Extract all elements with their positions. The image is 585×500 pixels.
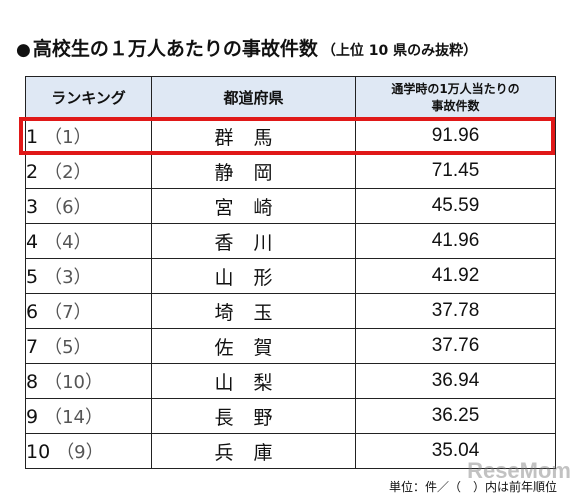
rank-number: 4 (26, 231, 39, 253)
rate-cell: 91.96 (355, 118, 556, 154)
rank-number: 7 (26, 336, 39, 358)
page-title: ● 高校生の１万人あたりの事故件数 （上位 10 県のみ抜粋） (16, 36, 477, 64)
rank-number: 2 (26, 161, 39, 183)
bullet-icon: ● (16, 40, 31, 60)
table-row: 5 （3） 山形 41.92 (25, 258, 556, 294)
previous-rank: （5） (44, 337, 92, 358)
ranking-table: ランキング 都道府県 通学時の1万人当たりの 事故件数 1 （1） 群馬 91.96 2… (25, 76, 556, 469)
previous-rank: （4） (44, 232, 92, 253)
previous-rank: （6） (44, 197, 92, 218)
rank-cell: 8 （10） (25, 363, 152, 399)
rank-cell: 3 （6） (25, 188, 152, 224)
table-body: 1 （1） 群馬 91.96 2 （2） 静岡 71.45 3 （6） 宮崎 45.59 4 （4） 香川 4… (25, 118, 556, 469)
watermark-logo: ReseMom (467, 458, 571, 483)
rate-cell: 45.59 (355, 188, 556, 224)
rate-cell: 37.78 (355, 293, 556, 329)
rank-cell: 9 （14） (25, 398, 152, 434)
previous-rank: （2） (44, 162, 92, 183)
rate-cell: 71.45 (355, 153, 556, 189)
previous-rank: （3） (44, 267, 92, 288)
prefecture-cell: 佐賀 (151, 328, 356, 364)
table-row: 7 （5） 佐賀 37.76 (25, 328, 556, 364)
previous-rank: （14） (44, 407, 103, 428)
rate-cell: 36.25 (355, 398, 556, 434)
rank-number: 9 (26, 406, 39, 428)
rank-number: 10 (26, 441, 51, 463)
prefecture-cell: 宮崎 (151, 188, 356, 224)
rate-cell: 36.94 (355, 363, 556, 399)
header-rate: 通学時の1万人当たりの 事故件数 (355, 76, 556, 119)
table-row: 10 （9） 兵庫 35.04 (25, 433, 556, 469)
rate-cell: 35.04 (355, 433, 556, 469)
rank-number: 1 (26, 126, 39, 148)
rank-number: 6 (26, 301, 39, 323)
rank-number: 3 (26, 196, 39, 218)
prefecture-cell: 長野 (151, 398, 356, 434)
previous-rank: （9） (56, 442, 104, 463)
prefecture-cell: 埼玉 (151, 293, 356, 329)
table-header-row: ランキング 都道府県 通学時の1万人当たりの 事故件数 (25, 76, 556, 119)
rank-cell: 2 （2） (25, 153, 152, 189)
previous-rank: （1） (44, 127, 92, 148)
rank-number: 5 (26, 266, 39, 288)
prefecture-cell: 静岡 (151, 153, 356, 189)
table-row: 9 （14） 長野 36.25 (25, 398, 556, 434)
header-rank: ランキング (25, 76, 152, 119)
rank-cell: 5 （3） (25, 258, 152, 294)
prefecture-cell: 山梨 (151, 363, 356, 399)
previous-rank: （10） (44, 372, 103, 393)
header-rate-line1: 通学時の1万人当たりの (391, 81, 520, 96)
table-row: 8 （10） 山梨 36.94 (25, 363, 556, 399)
table-row: 1 （1） 群馬 91.96 (25, 118, 556, 154)
header-prefecture: 都道府県 (151, 76, 356, 119)
title-sub: （上位 10 県のみ抜粋） (321, 43, 478, 59)
rate-cell: 37.76 (355, 328, 556, 364)
rank-number: 8 (26, 371, 39, 393)
rank-cell: 7 （5） (25, 328, 152, 364)
prefecture-cell: 山形 (151, 258, 356, 294)
header-rate-line2: 事故件数 (431, 98, 480, 113)
table-row: 6 （7） 埼玉 37.78 (25, 293, 556, 329)
previous-rank: （7） (44, 302, 92, 323)
rate-cell: 41.92 (355, 258, 556, 294)
table-row: 3 （6） 宮崎 45.59 (25, 188, 556, 224)
rank-cell: 4 （4） (25, 223, 152, 259)
prefecture-cell: 群馬 (151, 118, 356, 154)
title-main: 高校生の１万人あたりの事故件数 (32, 38, 318, 60)
table-row: 2 （2） 静岡 71.45 (25, 153, 556, 189)
rank-cell: 10 （9） (25, 433, 152, 469)
footnote: 単位：件／（ ）内は前年順位 (388, 480, 557, 494)
table-row: 4 （4） 香川 41.96 (25, 223, 556, 259)
prefecture-cell: 兵庫 (151, 433, 356, 469)
rank-cell: 6 （7） (25, 293, 152, 329)
rank-cell: 1 （1） (25, 118, 152, 154)
rate-cell: 41.96 (355, 223, 556, 259)
prefecture-cell: 香川 (151, 223, 356, 259)
